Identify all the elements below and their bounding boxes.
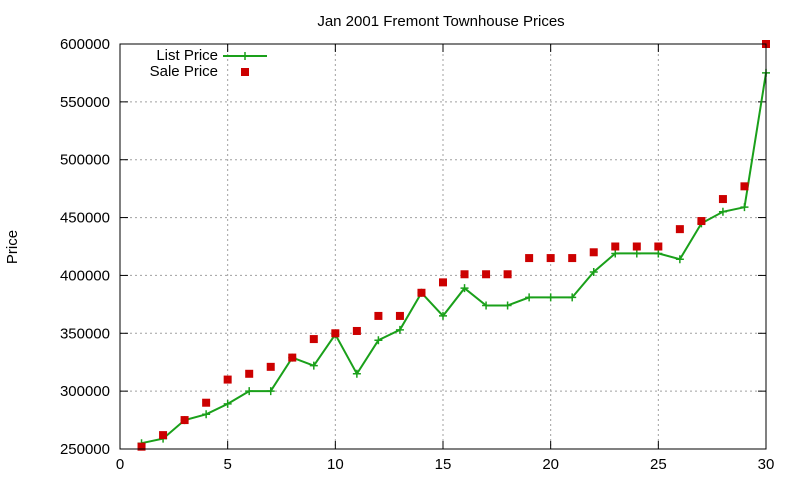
point-sale-price [245,369,254,378]
point-list-price [611,249,620,258]
legend-entry-sale-price: Sale Price [150,63,249,80]
point-sale-price [546,254,555,263]
point-sale-price [697,217,706,226]
point-sale-price [568,254,577,263]
point-sale-price [137,442,146,451]
x-tick-label: 5 [223,456,231,473]
legend-marker-sale-price [241,68,249,76]
point-sale-price [675,225,684,234]
point-sale-price [374,311,383,320]
point-list-price [460,284,469,293]
point-list-price [395,325,404,334]
point-sale-price [223,375,232,384]
point-list-price [675,255,684,264]
point-sale-price [309,335,318,344]
legend: List Price Sale Price [150,47,267,80]
point-list-price [654,249,663,258]
point-sale-price [331,329,340,338]
x-tick-label: 10 [327,456,344,473]
y-tick-label: 350000 [60,325,110,342]
chart-title: Jan 2001 Fremont Townhouse Prices [317,13,564,30]
y-axis-label: Price [4,230,21,264]
point-sale-price [525,254,534,263]
point-sale-price [632,242,641,251]
point-sale-price [654,242,663,251]
point-sale-price [482,270,491,279]
point-list-price [482,301,491,310]
point-sale-price [740,182,749,191]
point-sale-price [503,270,512,279]
point-sale-price [180,416,189,425]
point-sale-price [611,242,620,251]
point-sale-price [395,311,404,320]
x-tick-label: 25 [650,456,667,473]
plot-frame [119,43,767,450]
point-list-price [740,203,749,212]
ticks: 0 5 10 15 20 25 30 250000 300000 350000 400000 4500… [60,36,774,473]
point-sale-price [352,326,361,335]
point-list-price [223,399,232,408]
y-tick-label: 600000 [60,36,110,53]
point-sale-price [288,353,297,362]
grid [120,44,766,449]
point-sale-price [417,288,426,297]
point-list-price [309,361,318,370]
point-list-price [352,369,361,378]
point-sale-price [202,398,211,407]
point-list-price [718,207,727,216]
y-tick-label: 500000 [60,152,110,169]
legend-entry-list-price: List Price [156,47,267,64]
point-list-price [503,301,512,310]
point-sale-price [718,195,727,204]
x-tick-label: 30 [758,456,775,473]
y-tick-label: 250000 [60,441,110,458]
point-list-price [202,410,211,419]
legend-label-list-price: List Price [156,47,218,64]
legend-marker-list-price [241,52,249,60]
point-sale-price [159,431,168,440]
y-tick-label: 300000 [60,383,110,400]
x-tick-label: 0 [116,456,124,473]
x-tick-label: 20 [542,456,559,473]
point-list-price [245,387,254,396]
point-list-price [439,311,447,320]
y-tick-label: 450000 [60,210,110,227]
point-list-price [266,387,275,396]
point-list-price [568,293,577,302]
point-sale-price [589,248,598,257]
x-tick-label: 15 [435,456,452,473]
point-list-price [589,267,598,276]
legend-label-sale-price: Sale Price [150,63,218,80]
point-list-price [374,336,383,345]
plot-area [137,40,770,451]
point-sale-price [266,362,275,371]
point-list-price [525,293,534,302]
point-list-price [632,249,641,258]
point-list-price [546,293,555,302]
point-sale-price [460,270,469,279]
y-tick-label: 400000 [60,267,110,284]
series-line-list-price [141,72,767,445]
y-tick-label: 550000 [60,94,110,111]
point-sale-price [439,278,447,287]
